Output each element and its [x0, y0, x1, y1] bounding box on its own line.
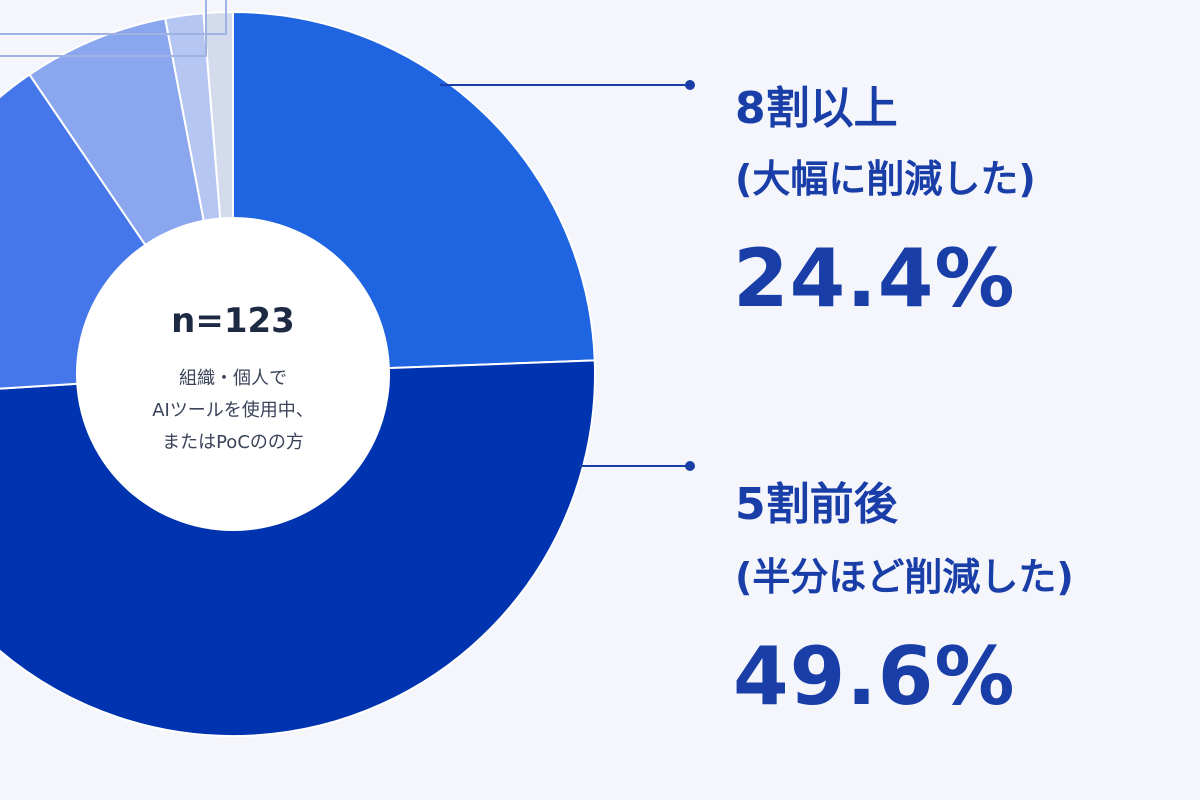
- slice-value-80pct: 24.4%: [733, 232, 1016, 325]
- slice-label-title-50pct: 5割前後: [735, 479, 898, 530]
- guide-line-b: [0, 0, 227, 35]
- donut-hole: [76, 217, 390, 531]
- sample-size-label: n=123: [171, 301, 295, 341]
- slice-label-subtitle-80pct: (大幅に削減した): [735, 157, 1036, 201]
- slice-label-title-80pct: 8割以上: [735, 83, 898, 134]
- center-desc-line-2: AIツールを使用中、: [152, 400, 314, 421]
- leader-line-80pct-dot: [685, 80, 695, 90]
- center-desc-line-3: またはPoCのの方: [162, 432, 304, 453]
- slice-label-subtitle-50pct: (半分ほど削減した): [735, 555, 1074, 599]
- guide-line-a: [0, 0, 207, 57]
- slice-value-50pct: 49.6%: [733, 630, 1016, 723]
- leader-line-50pct-dot: [685, 461, 695, 471]
- center-desc-line-1: 組織・個人で: [179, 368, 287, 389]
- leader-lines: [0, 0, 695, 471]
